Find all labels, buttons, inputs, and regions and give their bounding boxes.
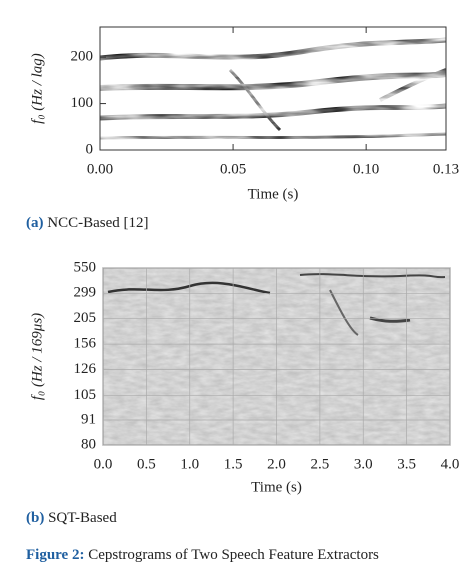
y-tick-label: 91 xyxy=(81,411,96,427)
x-tick-label: 0.10 xyxy=(353,161,379,177)
x-tick-label: 0.05 xyxy=(220,161,246,177)
y-tick-label: 126 xyxy=(74,361,97,377)
subcaption-label: (a) xyxy=(26,215,44,231)
cepstrogram-a xyxy=(100,27,446,150)
x-tick-label: 0.00 xyxy=(87,161,113,177)
x-axis-label: Time (s) xyxy=(251,479,302,495)
x-tick-label: 0.0 xyxy=(94,456,113,472)
subcaption-text: NCC-Based [12] xyxy=(47,215,148,231)
subcaption-text: SQT-Based xyxy=(48,510,117,526)
figure-text: Cepstrograms of Two Speech Feature Extra… xyxy=(88,547,379,563)
y-tick-label: 205 xyxy=(74,310,97,326)
x-tick-label: 2.0 xyxy=(267,456,286,472)
y-tick-label: 299 xyxy=(74,285,97,301)
y-tick-label: 105 xyxy=(74,387,97,403)
x-axis-label: Time (s) xyxy=(248,186,299,202)
x-tick-label: 3.5 xyxy=(397,456,416,472)
figure-caption: Figure 2: Cepstrograms of Two Speech Fea… xyxy=(26,547,379,563)
x-tick-label: 4.0 xyxy=(441,456,460,472)
y-tick-label: 200 xyxy=(71,49,94,65)
subcaption-label: (b) xyxy=(26,510,44,526)
y-tick-label: 550 xyxy=(74,259,97,275)
y-tick-label: 156 xyxy=(74,336,97,352)
subcaption: (b) SQT-Based xyxy=(26,510,117,526)
plot-frame xyxy=(99,26,447,151)
subcaption: (a) NCC-Based [12] xyxy=(26,215,149,231)
x-tick-label: 1.0 xyxy=(180,456,199,472)
x-tick-label: 2.5 xyxy=(311,456,330,472)
y-axis-label: f₀ (Hz / lag) xyxy=(29,53,45,124)
x-tick-label: 1.5 xyxy=(224,456,243,472)
x-tick-label: 0.5 xyxy=(137,456,156,472)
y-axis-label: f₀ (Hz / 169μs) xyxy=(29,313,45,400)
figure-label: Figure 2: xyxy=(26,547,84,563)
y-tick-label: 80 xyxy=(81,436,96,452)
x-tick-label: 0.13 xyxy=(433,161,459,177)
y-tick-label: 0 xyxy=(86,141,94,157)
x-tick-label: 3.0 xyxy=(354,456,373,472)
y-tick-label: 100 xyxy=(71,95,94,111)
